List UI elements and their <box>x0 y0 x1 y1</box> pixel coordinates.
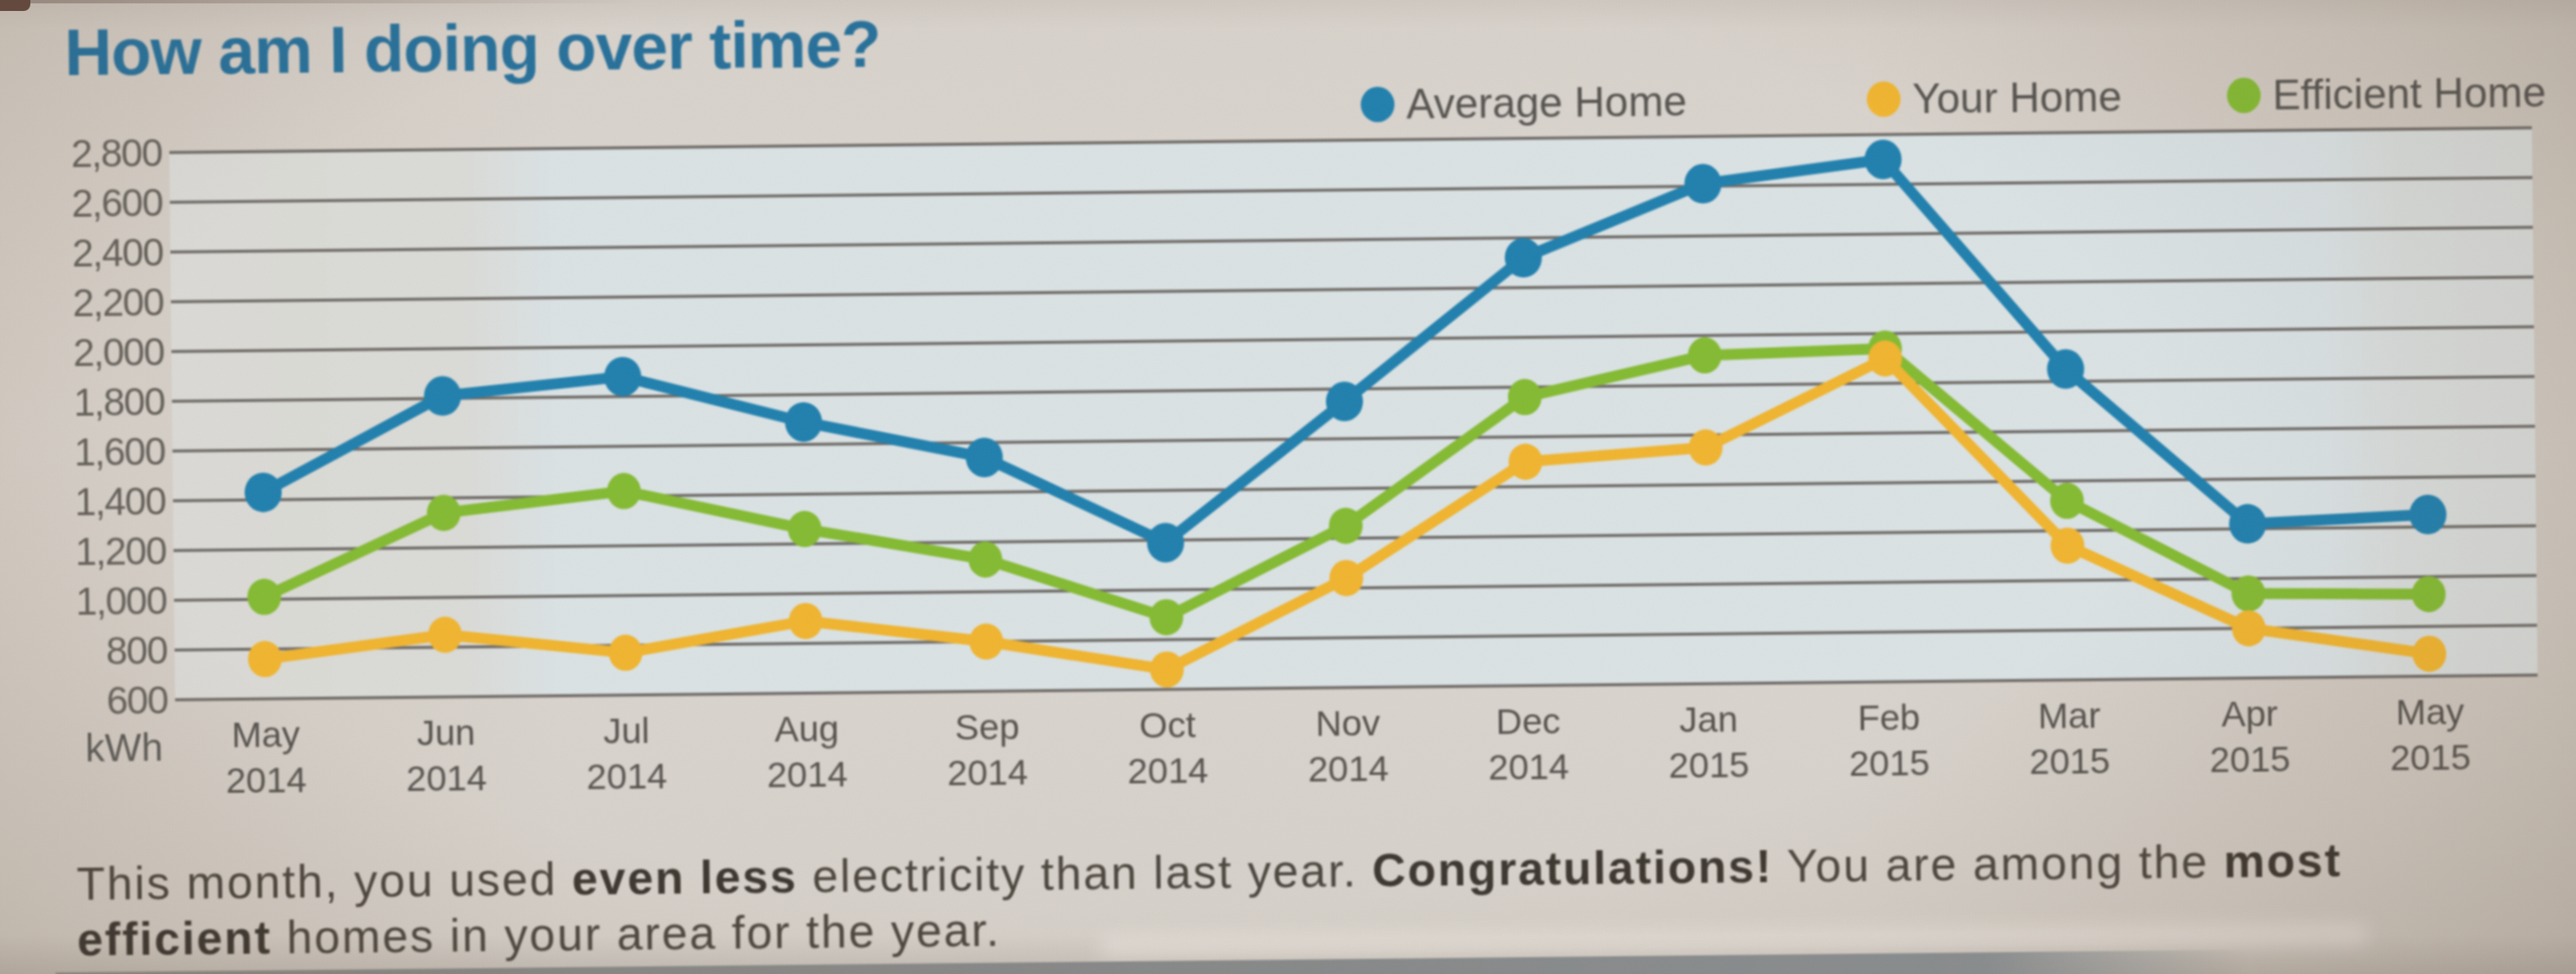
x-tick-month: Apr <box>2221 693 2277 735</box>
x-tick-year: 2015 <box>1849 742 1930 783</box>
x-tick-year: 2015 <box>2210 739 2291 780</box>
x-tick-year: 2014 <box>1307 748 1388 789</box>
note-bold-text: most <box>2223 834 2342 887</box>
x-tick-month: Mar <box>2038 695 2101 736</box>
y-tick-label: 2,600 <box>72 180 163 225</box>
y-tick-label: 1,600 <box>74 429 165 474</box>
photo-corner-mark <box>0 0 30 11</box>
report-page: How am I doing over time? Average HomeYo… <box>0 0 2576 974</box>
x-tick-month: Sep <box>955 706 1020 747</box>
y-tick-label: 1,200 <box>75 529 166 573</box>
photo-top-edge <box>0 0 641 3</box>
x-tick-year: 2014 <box>586 756 667 797</box>
note-text: This month, you used <box>77 853 573 910</box>
y-tick-label: 800 <box>105 628 167 673</box>
y-tick-label: 2,400 <box>72 230 163 275</box>
y-tick-label: 2,200 <box>73 280 164 325</box>
plot-left-band <box>170 148 559 700</box>
x-tick-year: 2015 <box>2390 736 2471 778</box>
x-tick-year: 2015 <box>1668 744 1749 785</box>
x-tick-month: Feb <box>1857 697 1921 738</box>
x-tick-year: 2014 <box>1488 746 1569 788</box>
note-text: electricity than last year. <box>797 844 1372 902</box>
x-tick-month: Jun <box>417 712 476 753</box>
y-axis-unit-label: kWh <box>85 725 164 770</box>
x-tick-year: 2014 <box>406 757 487 799</box>
y-tick-label: 1,400 <box>74 479 165 524</box>
x-tick-month: Dec <box>1495 701 1560 742</box>
x-tick-year: 2014 <box>947 751 1028 793</box>
y-tick-label: 2,800 <box>71 131 162 175</box>
x-tick-month: Oct <box>1139 704 1195 745</box>
note-text: You are among the <box>1773 835 2224 892</box>
y-tick-label: 1,800 <box>73 379 164 424</box>
y-tick-label: 2,000 <box>73 330 164 374</box>
x-tick-month: Jul <box>603 710 649 751</box>
note-bold-text: even less <box>572 850 798 905</box>
x-tick-month: Nov <box>1315 702 1380 744</box>
note-bold-text: efficient <box>77 912 272 966</box>
y-tick-label: 600 <box>106 678 168 723</box>
x-tick-year: 2014 <box>767 754 848 795</box>
x-tick-month: Jan <box>1679 698 1738 740</box>
note-text: homes in your area for the year. <box>272 904 1001 964</box>
x-tick-year: 2014 <box>225 759 306 800</box>
x-tick-month: Aug <box>774 708 839 750</box>
line-chart: 600 800 1,000 1,200 1,400 1,600 1,800 2,000 2,20… <box>0 0 2576 857</box>
x-tick-year: 2014 <box>1128 750 1209 791</box>
y-tick-label: 1,000 <box>75 578 166 623</box>
x-tick-year: 2015 <box>2029 740 2110 782</box>
x-tick-month: May <box>2395 691 2465 732</box>
note-bold-text: Congratulations! <box>1372 840 1774 896</box>
x-tick-month: May <box>231 713 300 755</box>
